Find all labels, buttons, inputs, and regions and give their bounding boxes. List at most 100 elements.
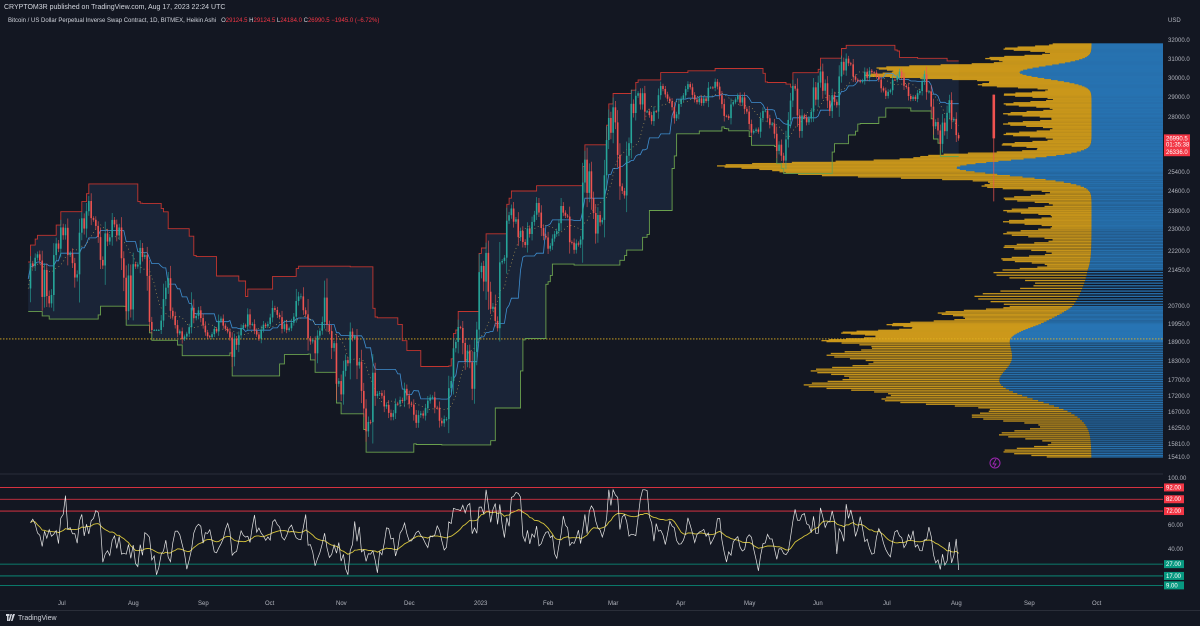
vp-bar-gold [886, 66, 1039, 68]
vp-bar-blue [1091, 140, 1163, 143]
vp-bar-blue [1091, 209, 1163, 212]
candle [314, 336, 316, 361]
vp-bar-gold [982, 85, 1082, 87]
candle [41, 250, 43, 311]
time-axis[interactable]: Jul Aug Sep Oct Nov Dec 2023 Feb Mar Apr May Jun Jul… [58, 601, 1102, 607]
candle-body [659, 85, 662, 96]
candle [577, 241, 580, 247]
chart-canvas[interactable]: USD 32000.031000.030000.029000.028000.02… [0, 0, 1200, 610]
price-axis[interactable]: USD 32000.031000.030000.029000.028000.02… [1164, 18, 1190, 461]
vp-bar-blue [1090, 52, 1163, 54]
candle [678, 99, 680, 120]
candle [43, 263, 46, 308]
vp-bar-gold [988, 81, 1070, 84]
vp-bar-gold [1037, 88, 1089, 90]
candle [267, 321, 269, 329]
vp-bar-blue [1090, 194, 1163, 197]
vp-bar-blue [1010, 361, 1163, 363]
vp-bar-gold [874, 391, 1013, 393]
candle-body [579, 239, 582, 245]
candle-body [109, 237, 111, 242]
candle [535, 197, 538, 220]
candle-body [427, 400, 429, 409]
candle-body [657, 95, 660, 112]
candle-body [889, 90, 892, 92]
candle [693, 92, 696, 103]
vp-bar-gold [978, 298, 1078, 300]
candle [619, 143, 621, 200]
candle-body [794, 85, 796, 89]
candle [787, 112, 790, 148]
candle [55, 237, 57, 261]
vp-bar-blue [1089, 265, 1163, 267]
candle-body [235, 338, 238, 345]
low-value: 24184.0 [280, 18, 302, 24]
candle [803, 113, 806, 120]
vp-bar-gold [977, 79, 1058, 82]
vp-bar-gold [1004, 93, 1092, 95]
vp-bar-blue [1010, 344, 1163, 346]
candle-body [590, 171, 593, 199]
candle-body [662, 85, 664, 89]
candle-body [946, 112, 948, 132]
candle [752, 129, 755, 135]
candle-body [829, 100, 831, 112]
vp-bar-gold [952, 78, 1052, 81]
candle-body [39, 254, 41, 261]
candle [531, 216, 533, 241]
vp-bar-gold [903, 325, 1034, 328]
vp-bar-blue [1090, 438, 1163, 440]
vp-bar-blue [1091, 214, 1163, 217]
candle-body [464, 342, 466, 362]
vp-bar-gold [910, 321, 1044, 323]
candle [438, 401, 441, 428]
symbol-name[interactable]: Bitcoin / US Dollar Perpetual Inverse Sw… [8, 18, 217, 24]
candle-body [104, 233, 106, 266]
candle-body [817, 82, 819, 100]
candle-body [344, 360, 347, 371]
candle [632, 99, 635, 118]
lightning-icon[interactable] [989, 457, 1001, 469]
vp-bar-blue [1091, 142, 1163, 144]
candle-body [723, 104, 725, 116]
candle [948, 94, 951, 119]
vp-bar-blue [1009, 174, 1163, 177]
vp-bar-gold [1003, 246, 1092, 249]
candle-body [365, 408, 367, 432]
candle-body [260, 329, 262, 339]
vp-bar-blue [1091, 139, 1163, 141]
candle [878, 73, 880, 82]
candle-body [944, 122, 946, 132]
vp-bar-blue [1083, 186, 1163, 189]
candle-body [29, 263, 32, 289]
vp-bar-blue [1003, 372, 1163, 374]
vp-bar-blue [1076, 151, 1163, 153]
candle-body [144, 255, 146, 257]
candle-body [843, 61, 845, 71]
vp-bar-blue [1089, 262, 1163, 264]
vp-bar-gold [971, 414, 1075, 416]
candle-body [64, 227, 67, 236]
candle-body [125, 277, 127, 312]
candle [374, 362, 376, 406]
candle-body [34, 257, 36, 267]
vp-bar-blue [1051, 317, 1163, 319]
price-pane[interactable] [0, 43, 1163, 469]
rsi-level-tag: 72.00 [1164, 507, 1184, 516]
candle [934, 119, 937, 130]
candle-body [824, 83, 826, 91]
vp-bar-blue [1087, 271, 1163, 274]
candle-body [202, 318, 204, 326]
vp-bar-gold [1003, 233, 1092, 235]
rsi-level-tag-label: 72.00 [1166, 509, 1182, 515]
rsi-level-tag-bg [1164, 581, 1184, 590]
candle-body [592, 198, 595, 214]
vp-bar-blue [1043, 401, 1163, 404]
time-tick-label: Jul [58, 601, 66, 607]
candle [732, 100, 735, 107]
publisher-header: CRYPTOM3R published on TradingView.com, … [0, 0, 1200, 15]
candle-body [533, 214, 536, 222]
vp-bar-gold [878, 329, 1024, 331]
vp-bar-blue [1054, 316, 1163, 318]
